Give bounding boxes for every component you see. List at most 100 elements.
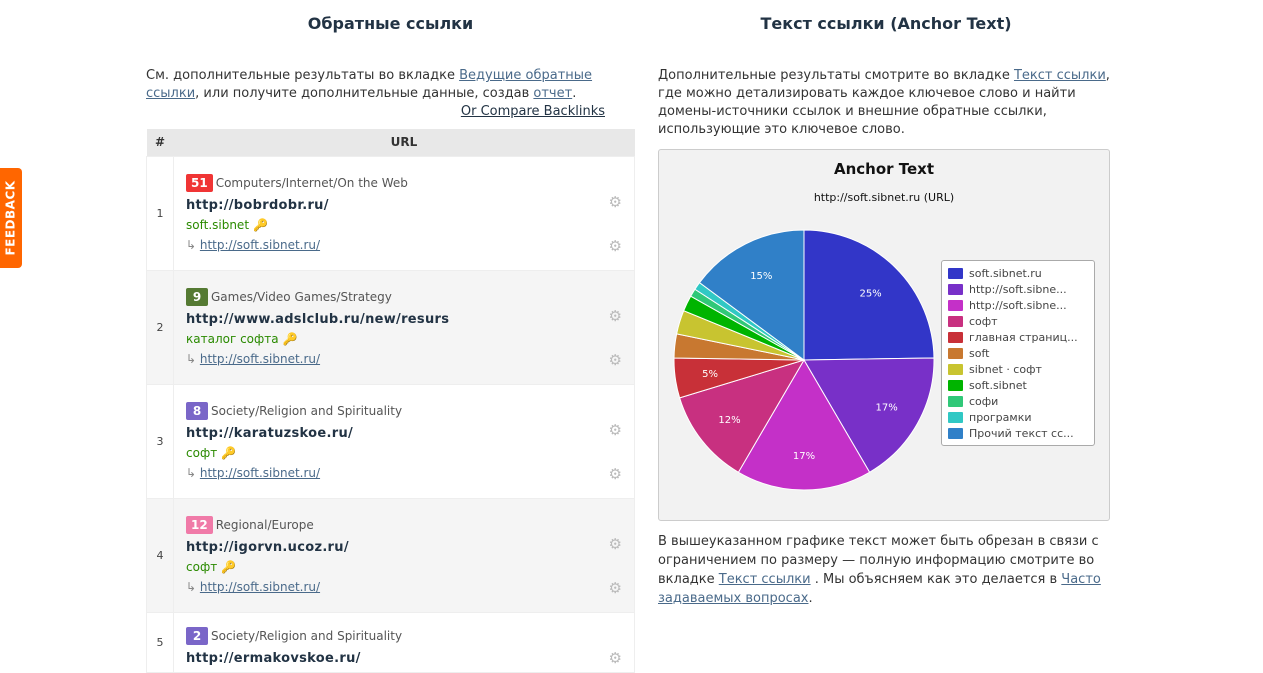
anchor-intro: Дополнительные результаты смотрите во вк… — [658, 68, 1110, 137]
gear-icon[interactable]: ⚙ — [608, 534, 622, 553]
legend-label: soft — [969, 346, 990, 360]
table-row: 5 2 Society/Religion and Spirituality htt… — [146, 611, 635, 673]
anchor-text-title: Текст ссылки (Anchor Text) — [760, 14, 1012, 33]
legend-swatch — [948, 283, 963, 295]
legend-item[interactable]: програмки — [948, 409, 1088, 425]
pie-svg: 25% 17% 17% 12% 5% 15% — [673, 229, 935, 491]
anchor-text: софт — [186, 446, 218, 460]
category: Computers/Internet/On the Web — [215, 176, 408, 190]
backlinks-title: Обратные ссылки — [307, 14, 474, 33]
chart-note: В вышеуказанном графике текст может быть… — [658, 534, 1101, 606]
row-number: 5 — [146, 611, 174, 673]
report-link[interactable]: отчет — [533, 86, 573, 101]
backlinks-table: # URL 1 51 Computers/Internet/On the Web h… — [146, 129, 635, 673]
table-row: 2 9 Games/Video Games/Strategy http://www… — [146, 269, 635, 385]
chart-legend: soft.sibnet.ru http://soft.sibne... http:/… — [941, 260, 1095, 446]
legend-swatch — [948, 411, 963, 423]
pie-slice[interactable] — [698, 229, 805, 361]
legend-item[interactable]: софи — [948, 393, 1088, 409]
pie-slice[interactable] — [803, 229, 935, 361]
anchor-text: soft.sibnet — [186, 218, 250, 232]
key-icon: 🔑 — [221, 560, 237, 574]
col-header-num: # — [146, 129, 174, 156]
slice-label: 17% — [793, 451, 815, 462]
col-header-url: URL — [173, 129, 635, 156]
anchor-text: каталог софта — [186, 332, 279, 346]
compare-backlinks-link[interactable]: Or Compare Backlinks — [460, 104, 605, 119]
row-number: 1 — [146, 155, 174, 271]
target-url-link[interactable]: http://soft.sibnet.ru/ — [199, 466, 321, 480]
legend-swatch — [948, 331, 963, 343]
category: Regional/Europe — [215, 518, 314, 532]
legend-label: програмки — [969, 410, 1032, 424]
gear-icon[interactable]: ⚙ — [608, 236, 622, 255]
source-url[interactable]: http://karatuzskoe.ru/ — [186, 426, 354, 441]
slice-label: 5% — [702, 369, 718, 380]
anchor-text-link-2[interactable]: Текст ссылки — [718, 572, 811, 587]
target-url-link[interactable]: http://soft.sibnet.ru/ — [199, 352, 321, 366]
legend-swatch — [948, 395, 963, 407]
trust-score-badge: 2 — [186, 626, 208, 645]
chart-title: Anchor Text — [833, 160, 935, 178]
legend-label: sibnet · софт — [969, 362, 1042, 376]
source-url[interactable]: http://www.adslclub.ru/new/resurs — [186, 312, 450, 327]
target-url-link[interactable]: http://soft.sibnet.ru/ — [199, 238, 321, 252]
url-cell: 8 Society/Religion and Spirituality http:… — [173, 383, 635, 499]
key-icon: 🔑 — [253, 218, 268, 232]
anchor-text: софт — [186, 560, 218, 574]
chart-subtitle: http://soft.sibnet.ru (URL) — [813, 191, 955, 204]
key-icon: 🔑 — [282, 332, 298, 346]
legend-item[interactable]: soft.sibnet.ru — [948, 265, 1088, 281]
redirect-arrow-icon: ↳ — [186, 238, 200, 252]
url-cell: 2 Society/Religion and Spirituality http:… — [173, 611, 635, 673]
gear-icon[interactable]: ⚙ — [608, 578, 622, 597]
gear-icon[interactable]: ⚙ — [608, 192, 622, 211]
faq-link[interactable]: Часто задаваемых вопросах — [658, 572, 1101, 606]
legend-item[interactable]: http://soft.sibne... — [948, 297, 1088, 313]
legend-item[interactable]: софт — [948, 313, 1088, 329]
source-url[interactable]: http://ermakovskoe.ru/ — [186, 650, 361, 666]
legend-item[interactable]: sibnet · софт — [948, 361, 1088, 377]
legend-item[interactable]: soft.sibnet — [948, 377, 1088, 393]
redirect-arrow-icon: ↳ — [186, 580, 200, 594]
legend-swatch — [948, 315, 963, 327]
table-row: 1 51 Computers/Internet/On the Web http:/… — [146, 155, 635, 271]
legend-item[interactable]: Прочий текст сс... — [948, 425, 1088, 441]
gear-icon[interactable]: ⚙ — [608, 306, 622, 325]
slice-label: 12% — [718, 415, 740, 426]
legend-item[interactable]: главная страниц... — [948, 329, 1088, 345]
slice-label: 17% — [876, 403, 898, 414]
pie-slice[interactable] — [803, 357, 935, 473]
legend-swatch — [948, 379, 963, 391]
anchor-text-section: Текст ссылки (Anchor Text) Дополнительны… — [658, 0, 1114, 608]
row-number: 4 — [146, 497, 174, 613]
anchor-text-link[interactable]: Текст ссылки — [1013, 68, 1106, 83]
source-url[interactable]: http://igorvn.ucoz.ru/ — [186, 540, 349, 555]
backlinks-intro: См. дополнительные результаты во вкладке… — [146, 68, 593, 101]
gear-icon[interactable]: ⚙ — [608, 464, 622, 483]
row-number: 2 — [146, 269, 174, 385]
gear-icon[interactable]: ⚙ — [608, 420, 622, 439]
table-row: 3 8 Society/Religion and Spirituality htt… — [146, 383, 635, 499]
key-icon: 🔑 — [221, 446, 237, 460]
legend-item[interactable]: http://soft.sibne... — [948, 281, 1088, 297]
legend-item[interactable]: soft — [948, 345, 1088, 361]
target-url-link[interactable]: http://soft.sibnet.ru/ — [199, 580, 321, 594]
gear-icon[interactable]: ⚙ — [608, 350, 622, 369]
legend-label: софт — [969, 314, 998, 328]
legend-swatch — [948, 267, 963, 279]
pie-slice[interactable] — [737, 359, 871, 491]
pie-slice[interactable] — [679, 359, 806, 473]
category: Society/Religion and Spirituality — [211, 404, 403, 418]
table-row: 4 12 Regional/Europe http://igorvn.ucoz.r… — [146, 497, 635, 613]
source-url[interactable]: http://bobrdobr.ru/ — [186, 198, 329, 213]
trust-score-badge: 8 — [186, 402, 208, 420]
anchor-pie-chart: Anchor Text http://soft.sibnet.ru (URL) … — [658, 149, 1110, 521]
gear-icon[interactable]: ⚙ — [608, 648, 622, 667]
legend-label: http://soft.sibne... — [969, 282, 1067, 296]
feedback-tab[interactable]: FEEDBACK — [0, 168, 22, 268]
url-cell: 51 Computers/Internet/On the Web http://b… — [173, 155, 635, 271]
row-number: 3 — [146, 383, 174, 499]
top-backlinks-link[interactable]: Ведущие обратные ссылки — [146, 68, 593, 101]
trust-score-badge: 51 — [186, 174, 213, 192]
